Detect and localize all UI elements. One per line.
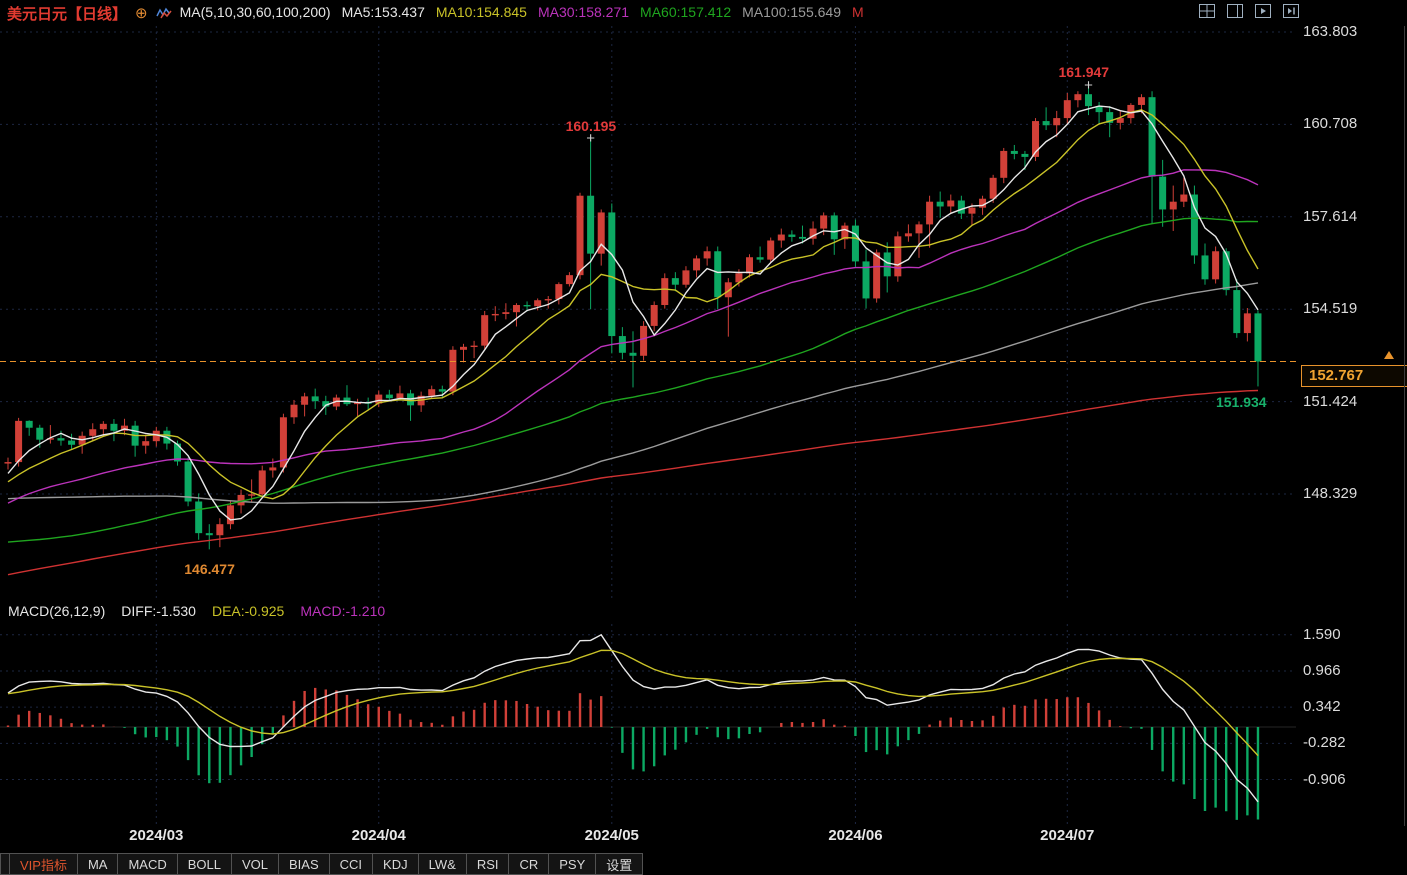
macd-legend-item: MACD(26,12,9) [8,603,106,619]
split-layout-icon[interactable] [1227,4,1243,18]
x-axis-label: 2024/06 [828,827,883,844]
toolbar-item-vol[interactable]: VOL [231,853,280,875]
macd-legend-item: MACD:-1.210 [300,603,386,619]
play-chart-icon[interactable] [1255,4,1271,18]
toolbar-item-vip-indicator[interactable]: VIP指标 [9,853,78,875]
ma-legend-item: MA60:157.412 [640,4,732,20]
toolbar-item-cci[interactable]: CCI [328,853,374,875]
macd-legend-item: DIFF:-1.530 [121,603,196,619]
indicator-style-icon[interactable] [155,7,172,19]
toolbar-item-kdj[interactable]: KDJ [372,853,419,875]
ma-legend-item: MA(5,10,30,60,100,200) [179,4,331,20]
ma-legend-item: M [851,4,864,20]
toolbar-item-rsi[interactable]: RSI [465,853,510,875]
toolbar-item-cr[interactable]: CR [508,853,550,875]
x-axis-label: 2024/04 [351,827,406,844]
toolbar-item-settings[interactable]: 设置 [595,853,644,875]
toolbar-item-macd[interactable]: MACD [117,853,178,875]
x-axis-label: 2024/05 [584,827,639,844]
ma-legend-item: MA30:158.271 [537,4,630,20]
macd-legend-item: DEA:-0.925 [211,603,285,619]
symbol-title: 美元日元【日线】 [7,5,128,23]
macd-legend: MACD(26,12,9) DIFF:-1.530 DEA:-0.925 MACD:-… [8,600,401,622]
ma-legend-item: MA10:154.845 [435,4,527,20]
toolbar-item-lwr[interactable]: LW& [417,853,467,875]
right-edge-divider [1404,26,1405,826]
chart-header: 美元日元【日线】 ⊕ MA(5,10,30,60,100,200) MA5:153… [0,0,1407,26]
toolbar-item-boll[interactable]: BOLL [176,853,232,875]
toolbar-item-ma[interactable]: MA [76,853,119,875]
x-axis-label: 2024/07 [1040,827,1095,844]
window-controls [1199,4,1299,18]
macd-chart[interactable] [0,624,1407,824]
add-indicator-icon[interactable]: ⊕ [135,4,148,22]
indicator-toolbar: VIP指标 MA MACD BOLL VOL BIAS CCI KDJ LW& RSI CR PSY 设… [0,853,644,875]
x-axis-label: 2024/03 [129,827,184,844]
toolbar-item-psy[interactable]: PSY [548,853,597,875]
ma-legend-item: MA5:153.437 [341,4,425,20]
price-chart[interactable] [0,26,1407,602]
page-forward-icon[interactable] [1283,4,1299,18]
ma-legend-item: MA100:155.649 [742,4,841,20]
grid-layout-icon[interactable] [1199,4,1215,18]
toolbar-item-bias[interactable]: BIAS [278,853,330,875]
ma-legend: MA(5,10,30,60,100,200) MA5:153.437 MA10:15… [180,4,875,22]
